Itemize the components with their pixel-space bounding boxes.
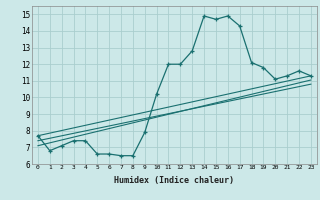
X-axis label: Humidex (Indice chaleur): Humidex (Indice chaleur) (115, 176, 234, 185)
